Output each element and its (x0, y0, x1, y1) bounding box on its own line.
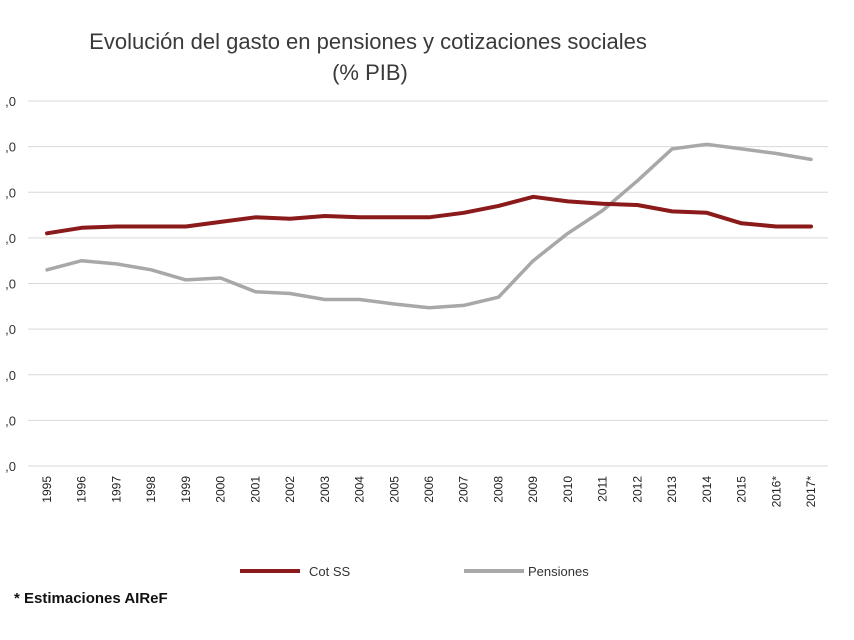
series-line-pensiones (45, 142, 813, 310)
legend-label-cot-ss: Cot SS (309, 564, 351, 579)
x-tick-label: 2010 (561, 476, 575, 503)
x-tick-label: 2009 (526, 476, 540, 503)
x-tick-label: 2004 (353, 476, 367, 503)
legend-label-pensiones: Pensiones (528, 564, 589, 579)
x-tick-label: 1995 (40, 476, 54, 503)
x-axis-ticks: 1995 1996 1997 1998 1999 2000 2001 2002 2003 2004… (40, 476, 818, 508)
series-line-cot-ss (45, 194, 813, 236)
x-tick-label: 2005 (387, 476, 401, 503)
x-tick-label: 2008 (491, 476, 505, 503)
y-tick-label: ,0 (5, 185, 16, 200)
x-tick-label: 2012 (630, 476, 644, 503)
chart-subtitle: (% PIB) (332, 60, 408, 85)
x-tick-label: 2014 (700, 476, 714, 503)
y-tick-label: ,0 (5, 368, 16, 383)
y-tick-label: ,0 (5, 94, 16, 109)
y-tick-label: ,0 (5, 140, 16, 155)
x-tick-label: 1997 (109, 476, 123, 503)
x-tick-label: 2011 (596, 476, 610, 502)
x-tick-label: 2000 (214, 476, 228, 503)
x-tick-label: 2002 (283, 476, 297, 503)
grid (28, 100, 828, 467)
x-tick-label: 2017* (804, 476, 818, 508)
x-tick-label: 2013 (665, 476, 679, 503)
series-lines (45, 142, 813, 310)
footnote: * Estimaciones AIReF (14, 590, 168, 607)
x-tick-label: 2016* (769, 476, 783, 508)
x-tick-label: 1996 (75, 476, 89, 503)
y-tick-label: ,0 (5, 413, 16, 428)
x-tick-label: 2015 (735, 476, 749, 503)
x-tick-label: 2007 (457, 476, 471, 503)
legend: Cot SS Pensiones (240, 564, 589, 579)
y-tick-label: ,0 (5, 459, 16, 474)
x-tick-label: 1998 (144, 476, 158, 503)
x-tick-label: 2006 (422, 476, 436, 503)
chart-title: Evolución del gasto en pensiones y cotiz… (89, 29, 647, 54)
x-tick-label: 2001 (248, 476, 262, 503)
y-tick-label: ,0 (5, 231, 16, 246)
x-tick-label: 2003 (318, 476, 332, 503)
y-tick-label: ,0 (5, 322, 16, 337)
x-tick-label: 1999 (179, 476, 193, 503)
y-tick-label: ,0 (5, 277, 16, 292)
y-axis-ticks: ,0 ,0 ,0 ,0 ,0 ,0 ,0 ,0 ,0 (5, 94, 16, 474)
